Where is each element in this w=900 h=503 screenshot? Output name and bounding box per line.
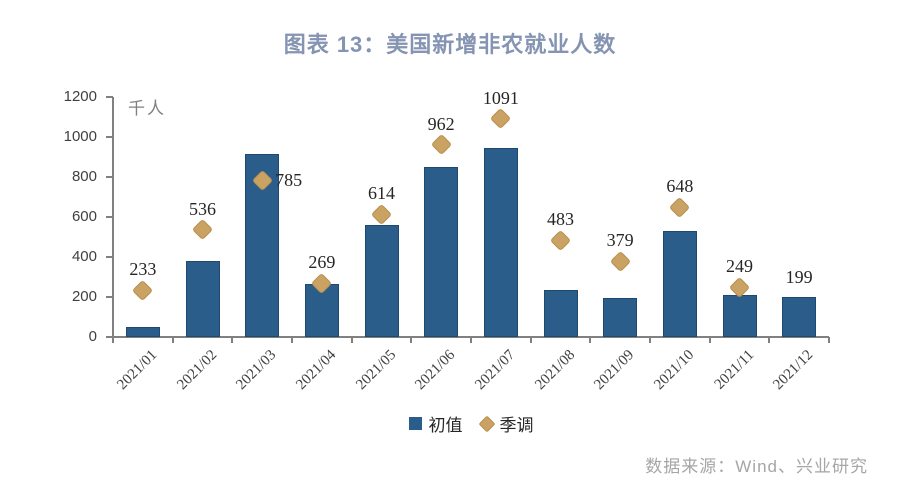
diamond-2021-09 (609, 250, 631, 272)
point-label-648: 648 (666, 176, 694, 197)
legend-bar-swatch-icon (408, 417, 422, 430)
diamond-2021-01 (132, 279, 154, 301)
chart-title: 图表 13：美国新增非农就业人数 (283, 32, 617, 57)
point-label-199: 199 (785, 267, 813, 288)
diamond-2021-07 (490, 108, 512, 130)
legend-item-diamonds: 季调 (478, 411, 534, 436)
bar-2021-10 (662, 230, 697, 337)
bar-2021-07 (483, 148, 518, 337)
diamond-2021-08 (549, 229, 572, 251)
point-label-1091: 1091 (482, 87, 519, 108)
legend-label-diamonds: 季调 (499, 416, 534, 435)
x-axis-tick (171, 337, 174, 343)
y-axis-tick (106, 256, 113, 258)
y-axis-tick-label: 400 (71, 248, 97, 265)
point-label-483: 483 (547, 209, 574, 230)
x-axis-tick (470, 337, 472, 343)
x-axis-tick (112, 337, 114, 343)
bar-2021-01 (125, 327, 160, 337)
y-axis-tick-label: 1000 (63, 128, 97, 145)
x-axis-tick (231, 337, 234, 343)
y-axis-tick (106, 296, 113, 298)
y-axis-tick-label: 800 (71, 168, 97, 185)
x-axis-tick (410, 337, 413, 343)
y-axis-tick-label: 0 (88, 328, 97, 345)
point-label-536: 536 (189, 198, 216, 219)
bar-2021-11 (722, 295, 757, 337)
x-axis-tick (291, 337, 293, 343)
bar-2021-09 (603, 298, 638, 337)
point-label-614: 614 (368, 183, 395, 204)
point-label-233: 233 (129, 259, 157, 280)
point-label-785: 785 (275, 170, 303, 190)
x-axis-tick (768, 337, 771, 343)
x-axis-tick (708, 337, 711, 343)
y-axis-tick (106, 336, 113, 338)
point-label-269: 269 (308, 252, 336, 273)
legend-item-bars: 初值 (408, 411, 463, 436)
y-axis-tick-label: 1200 (63, 88, 97, 105)
bar-2021-06 (424, 167, 459, 337)
data-source: 数据来源：Wind、兴业研究 (645, 457, 868, 476)
bar-2021-05 (364, 225, 399, 337)
x-axis-tick (828, 337, 830, 343)
bar-2021-08 (543, 290, 578, 337)
y-axis-tick (106, 96, 113, 98)
bar-2021-02 (185, 261, 220, 337)
diamond-2021-05 (370, 203, 393, 225)
y-axis-unit-label: 千人 (128, 99, 166, 118)
y-axis-tick-label: 600 (71, 208, 97, 225)
point-label-379: 379 (606, 230, 634, 251)
x-axis-tick (649, 337, 651, 343)
x-axis-tick (529, 337, 532, 343)
legend-label-bars: 初值 (428, 416, 463, 435)
diamond-2021-06 (430, 133, 452, 156)
y-axis-tick (106, 136, 113, 138)
y-axis-tick-label: 200 (71, 288, 97, 305)
legend-diamond-swatch-icon (478, 415, 495, 432)
legend: 初值 季调 (113, 411, 829, 436)
diamond-2021-10 (669, 196, 691, 218)
x-axis-tick (350, 337, 353, 343)
bar-2021-12 (782, 297, 817, 337)
y-axis-tick (106, 216, 113, 218)
x-axis-tick (589, 337, 592, 343)
point-label-249: 249 (726, 256, 753, 277)
diamond-2021-02 (191, 219, 214, 241)
y-axis-line (112, 97, 114, 337)
y-axis-tick (106, 176, 113, 178)
point-label-962: 962 (427, 113, 455, 134)
